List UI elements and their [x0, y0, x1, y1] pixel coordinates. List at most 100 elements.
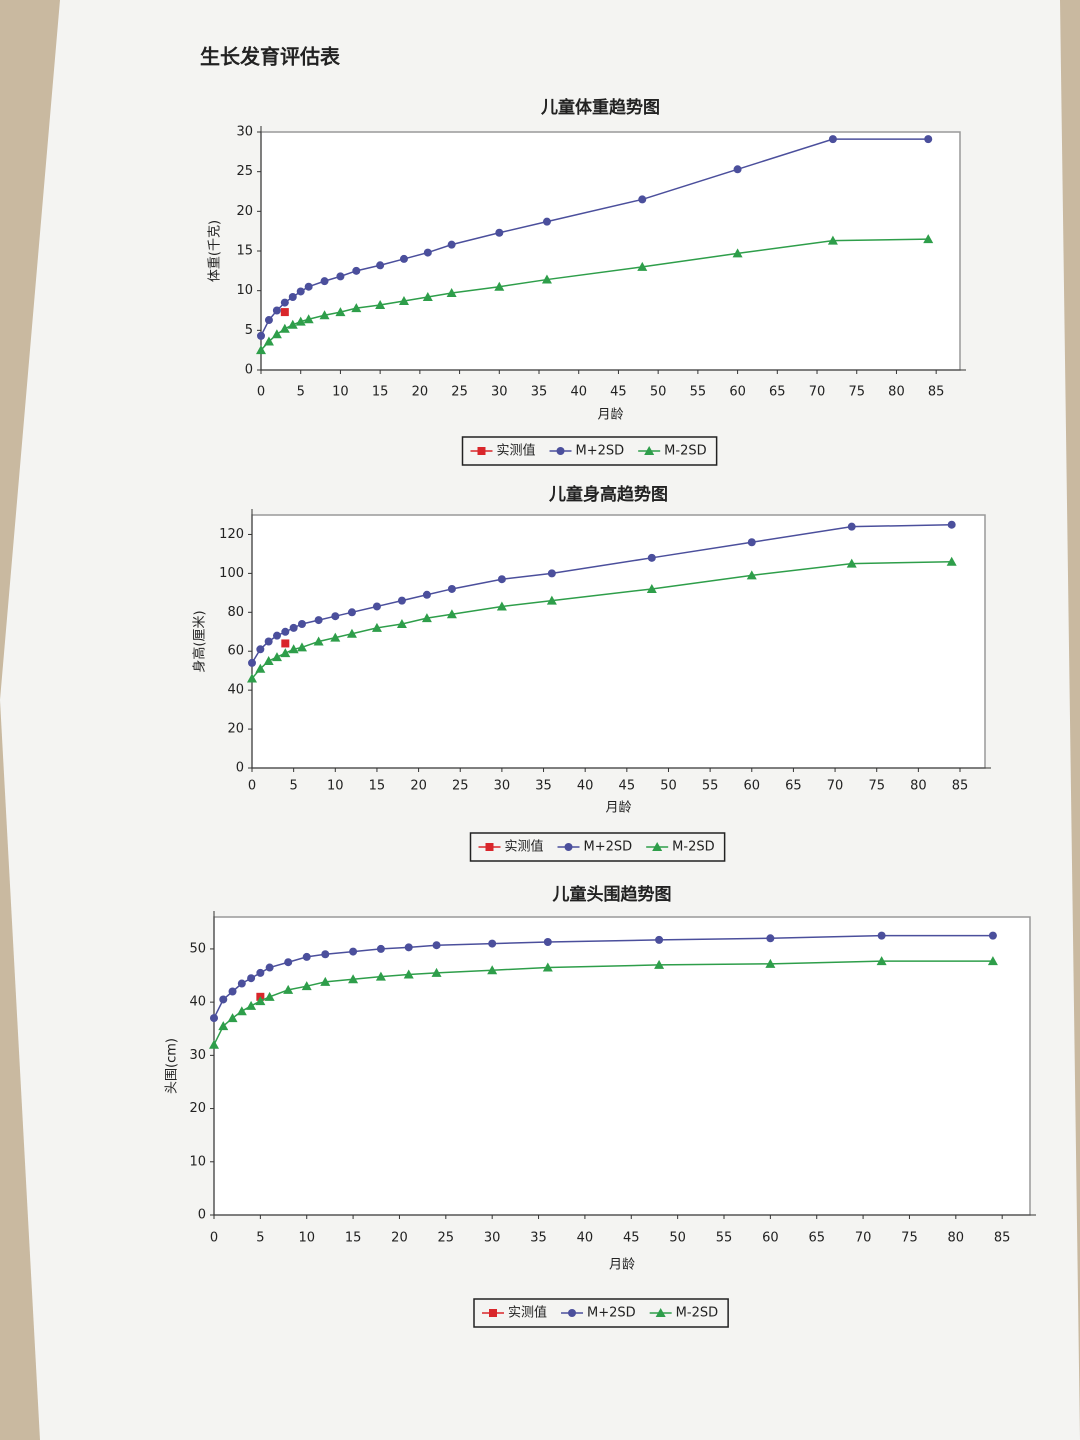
marker — [330, 632, 341, 642]
page-title: 生长发育评估表 — [200, 45, 341, 69]
legend-marker — [644, 446, 655, 455]
x-tick-label: 5 — [256, 1231, 264, 1246]
x-tick-label: 55 — [716, 1231, 733, 1246]
marker — [541, 274, 552, 284]
x-tick-label: 65 — [769, 385, 786, 400]
x-tick-label: 25 — [438, 1231, 455, 1246]
marker — [247, 673, 257, 683]
x-tick-label: 30 — [494, 779, 511, 794]
marker — [346, 628, 357, 638]
x-tick-label: 80 — [910, 779, 927, 794]
marker — [543, 938, 552, 947]
marker — [209, 1039, 219, 1049]
x-tick-label: 35 — [531, 385, 548, 400]
legend-marker — [564, 843, 573, 851]
marker — [279, 323, 290, 333]
marker — [497, 575, 506, 584]
marker — [301, 981, 312, 991]
marker — [271, 329, 282, 339]
marker — [404, 943, 413, 952]
x-tick-label: 75 — [868, 779, 885, 794]
x-tick-label: 85 — [994, 1231, 1011, 1246]
marker — [988, 931, 997, 940]
x-tick-label: 50 — [660, 779, 677, 794]
x-tick-label: 20 — [410, 779, 427, 794]
marker — [828, 135, 837, 144]
x-tick-label: 25 — [452, 779, 469, 794]
marker — [320, 277, 329, 286]
marker — [237, 979, 246, 988]
x-tick-label: 40 — [577, 779, 594, 794]
marker — [296, 642, 307, 652]
marker — [304, 282, 313, 291]
marker — [228, 987, 237, 996]
y-tick-label: 10 — [189, 1154, 206, 1169]
y-tick-label: 0 — [245, 363, 253, 378]
marker — [280, 298, 289, 307]
x-tick-label: 25 — [451, 385, 468, 400]
marker — [638, 195, 647, 204]
legend-box — [461, 436, 718, 466]
x-tick-label: 70 — [855, 1231, 872, 1246]
legend-marker — [485, 843, 494, 851]
x-tick-label: 75 — [848, 385, 865, 400]
legend-label: 实测值 — [497, 443, 536, 459]
marker — [281, 627, 290, 636]
marker — [446, 288, 457, 298]
x-axis-label: 月龄 — [609, 1258, 635, 1273]
legend: 实测值 M+2SD M-2SD — [473, 1298, 729, 1328]
x-tick-label: 50 — [650, 385, 667, 400]
marker — [946, 556, 957, 566]
x-tick-label: 70 — [809, 385, 826, 400]
marker — [447, 584, 456, 593]
marker — [314, 616, 323, 625]
x-tick-label: 60 — [743, 779, 760, 794]
marker — [246, 1000, 257, 1010]
x-tick-label: 45 — [623, 1231, 640, 1246]
marker — [264, 637, 273, 646]
marker — [348, 974, 359, 984]
x-tick-label: 15 — [369, 779, 386, 794]
y-tick-label: 40 — [189, 995, 206, 1010]
marker — [421, 613, 432, 623]
plot-area — [251, 514, 986, 769]
x-tick-label: 60 — [762, 1231, 779, 1246]
legend-marker — [568, 1309, 577, 1317]
x-tick-label: 35 — [535, 779, 552, 794]
x-tick-label: 20 — [412, 385, 429, 400]
marker — [257, 331, 265, 340]
marker — [396, 618, 407, 628]
marker — [263, 655, 274, 665]
marker — [256, 968, 265, 977]
marker — [542, 217, 551, 226]
marker — [210, 1014, 218, 1023]
marker — [546, 595, 557, 605]
marker — [319, 310, 330, 320]
marker — [494, 281, 505, 291]
marker — [288, 293, 297, 302]
marker — [398, 295, 409, 305]
marker — [765, 958, 776, 968]
marker — [403, 969, 414, 979]
x-tick-label: 80 — [948, 1231, 965, 1246]
plot-area — [213, 916, 1031, 1216]
legend: 实测值 M+2SD M-2SD — [461, 436, 718, 466]
x-tick-label: 30 — [484, 1231, 501, 1246]
chart-title: 儿童头围趋势图 — [552, 884, 672, 905]
x-tick-label: 0 — [257, 385, 265, 400]
y-tick-label: 50 — [189, 941, 206, 956]
legend-marker — [477, 447, 486, 455]
marker — [295, 316, 306, 326]
x-tick-label: 45 — [619, 779, 636, 794]
marker — [303, 314, 314, 324]
marker — [766, 934, 775, 943]
marker — [287, 319, 298, 329]
marker — [280, 648, 291, 658]
marker — [284, 958, 293, 967]
marker — [296, 287, 305, 296]
x-tick-label: 85 — [952, 779, 969, 794]
x-tick-label: 35 — [530, 1231, 547, 1246]
marker — [542, 962, 553, 972]
marker — [495, 228, 504, 237]
